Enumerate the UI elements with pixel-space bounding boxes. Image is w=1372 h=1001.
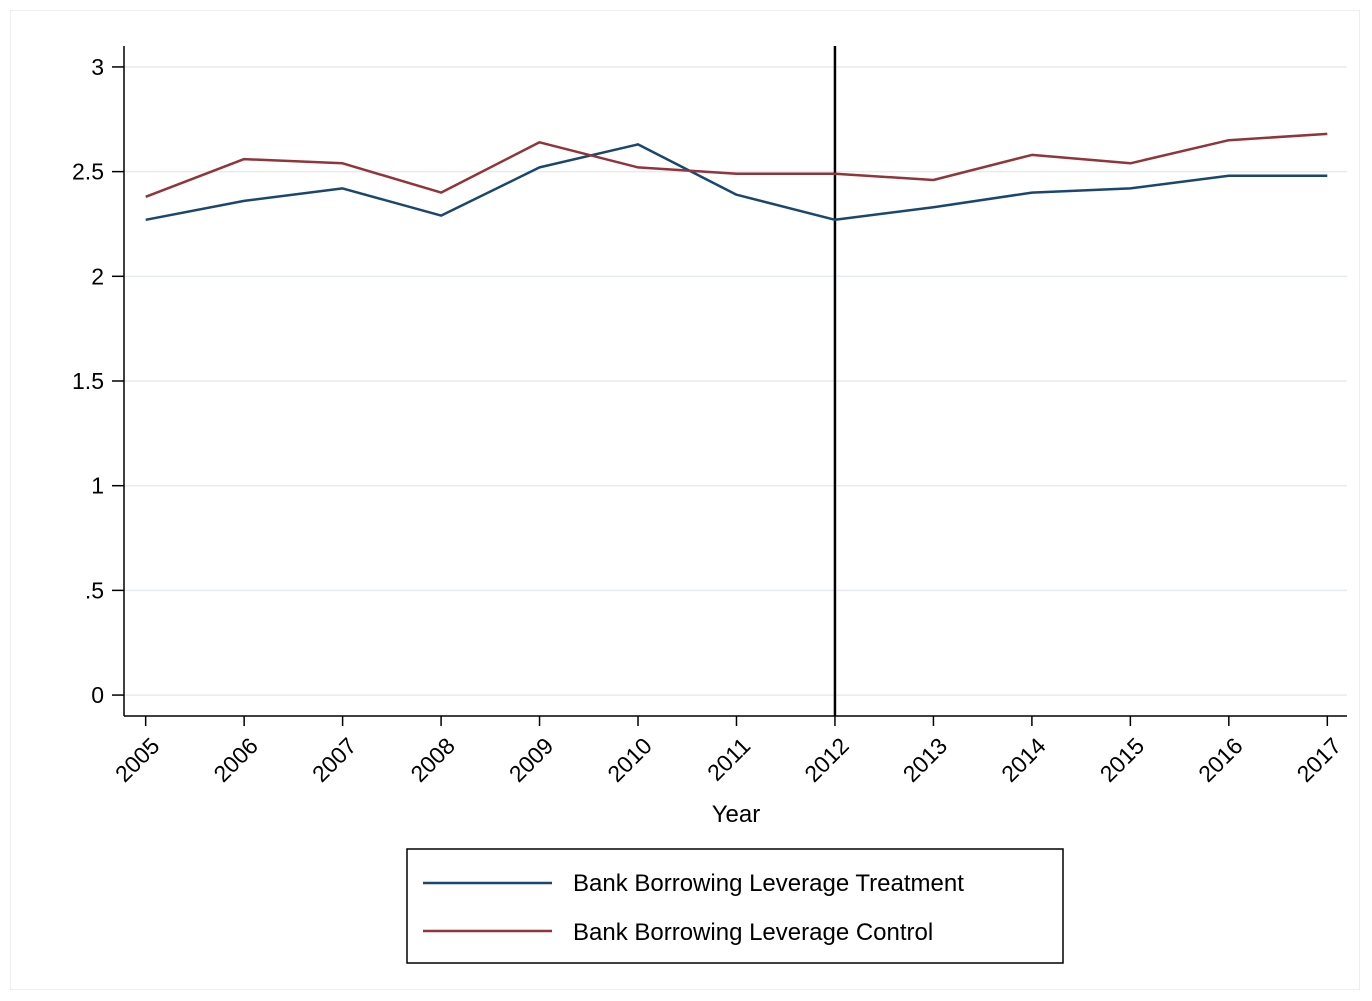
x-tick-label: 2006 (208, 732, 263, 787)
legend: Bank Borrowing Leverage Treatment Bank B… (406, 848, 1064, 964)
x-tick-label: 2014 (996, 732, 1051, 787)
y-tick-label: .5 (85, 577, 104, 603)
x-tick-label: 2015 (1095, 732, 1150, 787)
legend-box (406, 848, 1064, 964)
y-tick-label: 2.5 (72, 159, 104, 185)
x-tick-label: 2009 (504, 732, 559, 787)
chart-frame (10, 10, 1360, 990)
x-tick-label: 2012 (799, 732, 854, 787)
legend-label-treatment: Bank Borrowing Leverage Treatment (573, 870, 964, 897)
x-tick-label: 2005 (110, 732, 165, 787)
y-tick-label: 3 (91, 54, 104, 80)
series-lines (145, 132, 1328, 222)
y-tick-label: 1.5 (72, 368, 104, 394)
series-line-1 (145, 132, 1328, 198)
legend-label-control: Bank Borrowing Leverage Control (573, 919, 933, 946)
y-tick-label: 1 (91, 473, 104, 499)
x-tick-label: 2010 (602, 732, 657, 787)
x-axis-title: Year (712, 801, 761, 828)
x-tick-label: 2013 (898, 732, 953, 787)
y-tick-label: 0 (91, 682, 104, 708)
x-tick-label: 2011 (702, 732, 755, 785)
x-tick-label: 2008 (405, 732, 460, 787)
series-line-0 (145, 143, 1328, 222)
y-tick-label: 2 (91, 263, 104, 289)
gridlines (124, 66, 1347, 696)
x-tick-label: 2007 (307, 732, 362, 787)
x-tick-label: 2016 (1193, 732, 1248, 787)
x-tick-label: 2017 (1292, 732, 1347, 787)
